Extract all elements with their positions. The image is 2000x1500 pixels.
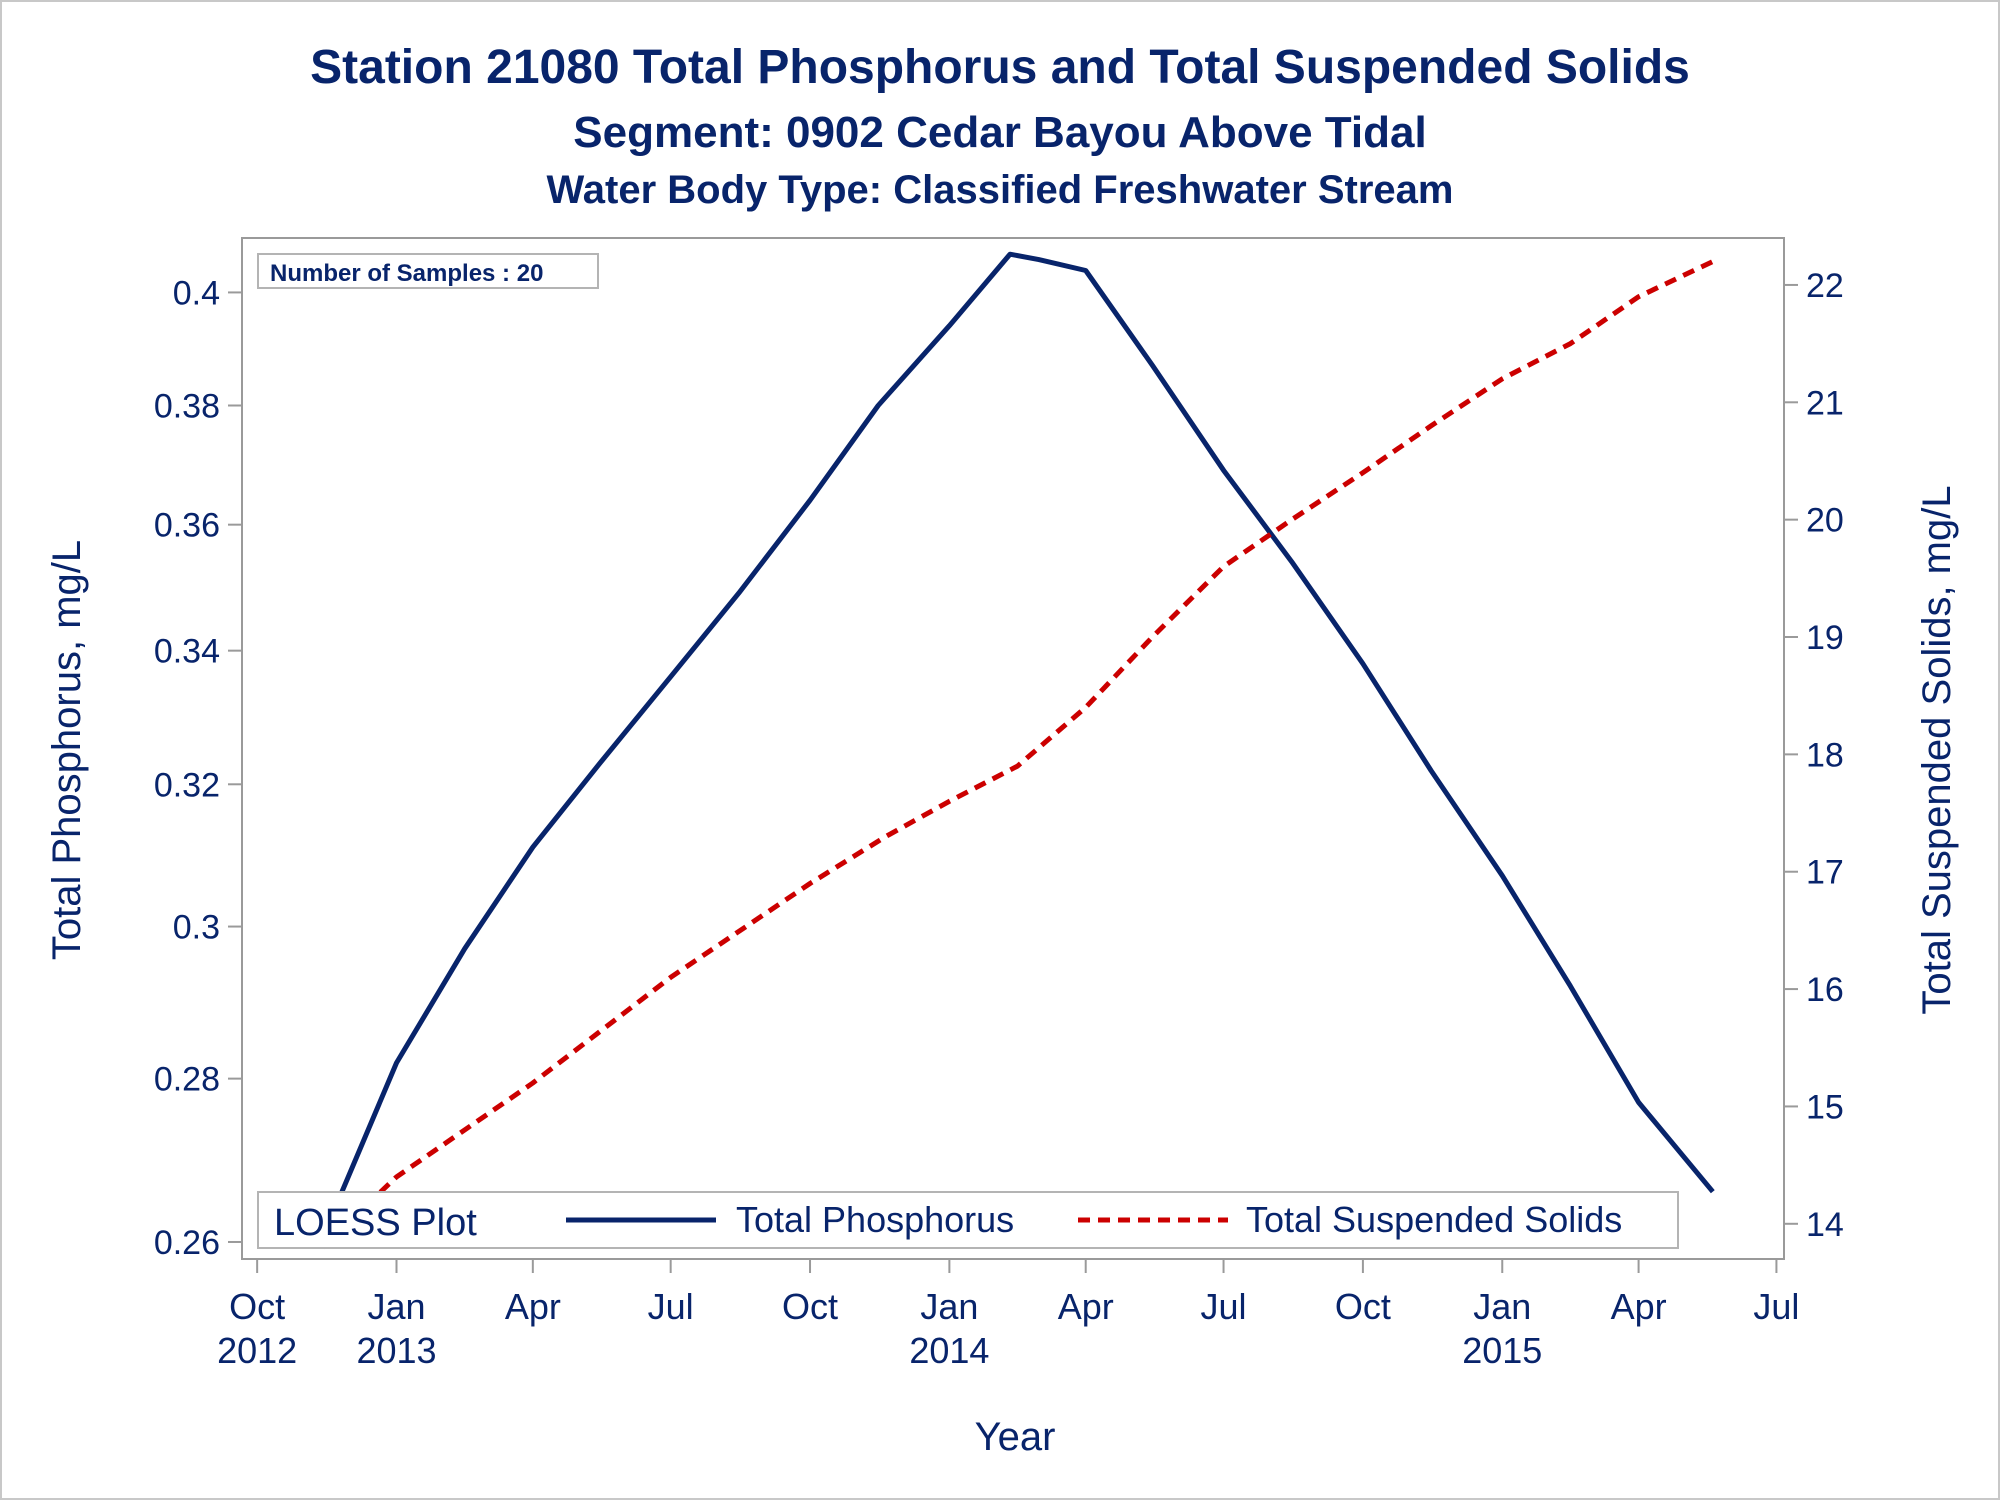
- y2-tick-label: 17: [1806, 854, 1844, 892]
- y2-tick-label: 22: [1806, 267, 1844, 305]
- y2-tick-label: 16: [1806, 971, 1844, 1009]
- legend-label-phosphorus: Total Phosphorus: [736, 1199, 1014, 1240]
- x-axis-label: Year: [975, 1415, 1056, 1459]
- series-lines: [320, 251, 1715, 1250]
- chart-subtitle: Segment: 0902 Cedar Bayou Above Tidal: [573, 108, 1427, 157]
- x-tick-label: Oct: [1335, 1286, 1391, 1327]
- y-axis-right: 14 15 16 17 18 19 20 21 22: [1784, 267, 1844, 1244]
- y2-tick-label: 14: [1806, 1206, 1844, 1244]
- y-tick-label: 0.38: [154, 387, 220, 425]
- y-tick-label: 0.36: [154, 507, 220, 545]
- chart-subtitle-2: Water Body Type: Classified Freshwater S…: [546, 168, 1454, 212]
- y-tick-label: 0.28: [154, 1061, 220, 1099]
- legend-title: LOESS Plot: [274, 1202, 477, 1244]
- x-tick-label: Jul: [1201, 1286, 1247, 1327]
- x-tick-year-label: 2013: [356, 1330, 436, 1371]
- series-line-total-suspended-solids: [320, 259, 1714, 1250]
- sample-count-frame: [257, 253, 599, 289]
- y-tick-label: 0.3: [173, 909, 220, 947]
- y2-tick-label: 21: [1806, 384, 1844, 422]
- legend: LOESS Plot Total Phosphorus Total Suspen…: [257, 1191, 1679, 1249]
- y2-tick-label: 19: [1806, 619, 1844, 657]
- x-tick-label: Jul: [1753, 1286, 1799, 1327]
- y2-tick-label: 15: [1806, 1088, 1844, 1126]
- legend-frame: [257, 1191, 1679, 1249]
- plot-area: [241, 237, 1785, 1260]
- x-tick-label: Oct: [229, 1286, 285, 1327]
- y-tick-label: 0.32: [154, 766, 220, 804]
- x-tick-label: Jan: [367, 1286, 425, 1327]
- y2-tick-label: 20: [1806, 502, 1844, 540]
- y-tick-label: 0.26: [154, 1224, 220, 1262]
- y-tick-label: 0.34: [154, 633, 220, 671]
- x-tick-label: Jul: [648, 1286, 694, 1327]
- x-tick-year-label: 2012: [217, 1330, 297, 1371]
- x-tick-label: Oct: [782, 1286, 838, 1327]
- sample-count-text: Number of Samples : 20: [270, 260, 543, 287]
- x-tick-label: Apr: [1058, 1286, 1114, 1327]
- x-tick-label: Apr: [1611, 1286, 1667, 1327]
- series-line-total-phosphorus: [329, 251, 1715, 1218]
- sample-count-box: Number of Samples : 20: [257, 253, 599, 289]
- x-tick-year-label: 2014: [909, 1330, 989, 1371]
- y-axis-right-label: Total Suspended Solids, mg/L: [1915, 485, 1959, 1014]
- chart-title: Station 21080 Total Phosphorus and Total…: [310, 41, 1690, 94]
- y-axis-left: 0.26 0.28 0.3 0.32 0.34 0.36 0.38 0.4: [154, 274, 242, 1262]
- x-tick-label: Jan: [920, 1286, 978, 1327]
- y-axis-left-label: Total Phosphorus, mg/L: [45, 540, 89, 960]
- y-tick-label: 0.4: [173, 274, 220, 312]
- legend-label-tss: Total Suspended Solids: [1246, 1199, 1622, 1240]
- x-tick-year-label: 2015: [1462, 1330, 1542, 1371]
- x-tick-label: Jan: [1473, 1286, 1531, 1327]
- x-tick-label: Apr: [505, 1286, 561, 1327]
- y2-tick-label: 18: [1806, 736, 1844, 774]
